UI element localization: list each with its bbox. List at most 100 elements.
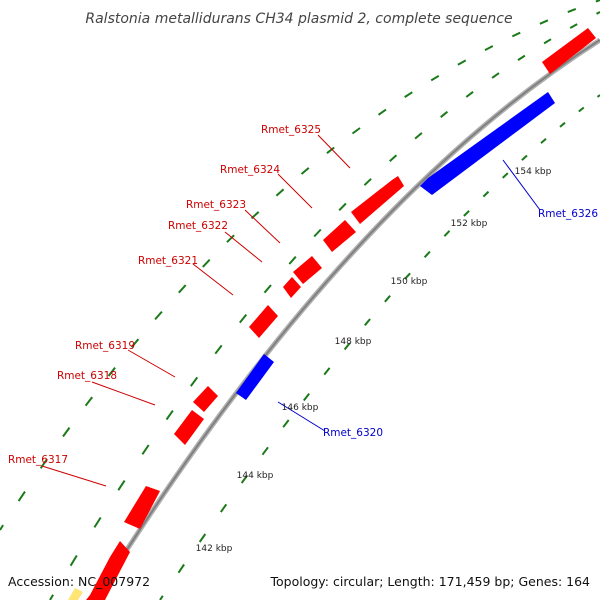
- summary-text: Topology: circular; Length: 171,459 bp; …: [270, 574, 591, 589]
- track-dot: [165, 410, 174, 421]
- tick-labels: 142 kbp 144 kbp 146 kbp 148 kbp 150 kbp …: [196, 167, 552, 554]
- track-dot: [343, 342, 351, 351]
- track-dot: [423, 250, 431, 258]
- track-dot: [261, 446, 269, 456]
- track-dot: [482, 190, 490, 198]
- tick-154-kbp: 154 kbp: [515, 167, 552, 177]
- label-rmet-6320[interactable]: Rmet_6320: [323, 427, 383, 439]
- track-dot: [240, 474, 249, 484]
- track-dot: [313, 228, 322, 238]
- track-dot: [0, 524, 4, 531]
- backbone-circle-inner: [94, 39, 600, 600]
- track-dot: [559, 121, 566, 128]
- gene-rmet-6324[interactable]: [323, 220, 356, 252]
- track-dot: [351, 127, 361, 135]
- track-dot: [511, 31, 521, 38]
- track-dot: [198, 533, 207, 543]
- track-dot: [430, 74, 440, 82]
- tick-146-kbp: 146 kbp: [282, 403, 319, 413]
- accession-text: Accession: NC_007972: [8, 574, 150, 589]
- leader-rmet-6326: [502, 159, 541, 211]
- track-dot: [107, 366, 116, 377]
- leader-rmet-6325: [317, 134, 351, 169]
- track-dot: [596, 11, 600, 15]
- track-dot: [443, 230, 451, 237]
- leader-rmet-6319: [127, 349, 176, 378]
- label-rmet-6321[interactable]: Rmet_6321: [138, 255, 198, 267]
- track-dot: [484, 45, 494, 51]
- track-dot: [84, 396, 93, 407]
- gene-rmet-6318[interactable]: [174, 410, 204, 445]
- label-rmet-6326[interactable]: Rmet_6326: [538, 208, 598, 220]
- gene-rmet-6319[interactable]: [193, 386, 218, 412]
- track-dot: [540, 137, 547, 144]
- map-title: Ralstonia metallidurans CH34 plasmid 2, …: [85, 11, 512, 27]
- track-dot: [214, 344, 223, 355]
- track-dot: [502, 172, 509, 179]
- track-dot: [177, 563, 185, 574]
- track-dot: [457, 59, 467, 66]
- leader-rmet-6318: [91, 381, 156, 406]
- track-dot: [300, 167, 310, 175]
- track-dot: [219, 503, 228, 513]
- track-dot: [178, 284, 187, 294]
- tick-144-kbp: 144 kbp: [237, 471, 274, 481]
- track-dot: [117, 480, 126, 491]
- gene-features: Rmet_6317 Rmet_6318 Rmet_6319 Rmet_6320 …: [8, 92, 598, 529]
- track-dot: [288, 256, 297, 265]
- track-dot: [326, 146, 335, 154]
- track-dot: [323, 367, 331, 376]
- track-dot: [463, 210, 470, 217]
- tick-148-kbp: 148 kbp: [335, 337, 372, 347]
- track-dot: [303, 392, 310, 402]
- track-dot: [263, 284, 272, 294]
- track-dot: [517, 54, 526, 61]
- gene-rmet-6325[interactable]: [351, 176, 404, 224]
- track-dot: [275, 188, 285, 197]
- track-dot: [440, 110, 449, 118]
- label-rmet-6322[interactable]: Rmet_6322: [168, 220, 228, 232]
- tick-142-kbp: 142 kbp: [196, 544, 233, 554]
- track-dot: [404, 272, 411, 280]
- track-dot: [404, 91, 413, 98]
- label-rmet-6324[interactable]: Rmet_6324: [220, 164, 280, 176]
- leader-rmet-6324: [277, 173, 313, 209]
- leader-rmet-6321: [192, 263, 234, 296]
- track-dot: [154, 310, 163, 321]
- gene-rmet-6326[interactable]: [420, 92, 555, 195]
- track-dot: [130, 338, 140, 348]
- gene-rmet-6320[interactable]: [236, 354, 274, 400]
- tick-150-kbp: 150 kbp: [391, 277, 428, 287]
- track-dot: [39, 458, 48, 469]
- gene-rmet-6323[interactable]: [293, 256, 322, 284]
- label-rmet-6317[interactable]: Rmet_6317: [8, 454, 68, 466]
- track-dot: [189, 376, 199, 387]
- label-rmet-6323[interactable]: Rmet_6323: [186, 199, 246, 211]
- leader-rmet-6320: [277, 401, 326, 432]
- track-dot: [226, 234, 235, 243]
- label-rmet-6318[interactable]: Rmet_6318: [57, 370, 117, 382]
- gene-rmet-6317[interactable]: [124, 486, 160, 529]
- track-dot: [282, 419, 290, 428]
- label-rmet-6325[interactable]: Rmet_6325: [261, 124, 321, 136]
- label-rmet-6319[interactable]: Rmet_6319: [75, 340, 135, 352]
- gene-arrow[interactable]: [86, 541, 130, 600]
- gene-rmet-6321[interactable]: [249, 305, 278, 338]
- gene-arrow[interactable]: [542, 28, 596, 74]
- track-dot: [239, 313, 248, 324]
- track-dot: [69, 554, 78, 567]
- gene-rmet-6322[interactable]: [283, 277, 301, 298]
- track-dot: [49, 594, 54, 600]
- track-dot: [364, 318, 371, 326]
- gene-small: [68, 588, 83, 600]
- track-dot: [202, 259, 211, 268]
- track-dot: [414, 132, 423, 140]
- track-dot: [338, 202, 347, 212]
- track-dot: [569, 23, 578, 29]
- track-dot: [62, 427, 71, 438]
- unlabeled-forward-genes: [68, 28, 596, 600]
- track-dot: [93, 516, 102, 528]
- track-dot: [543, 38, 552, 45]
